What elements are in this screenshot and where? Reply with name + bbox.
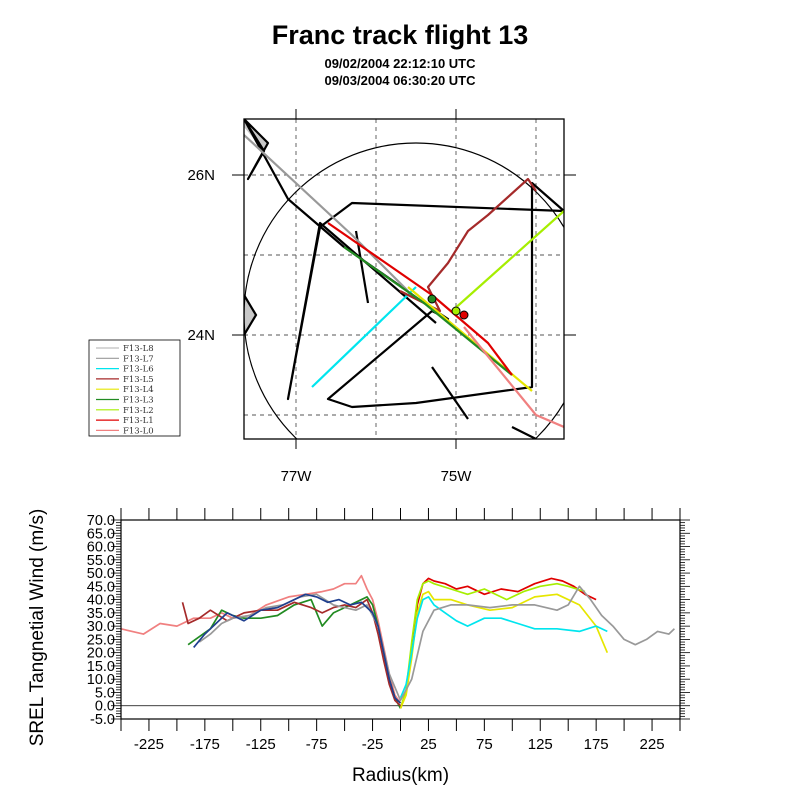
subtitle-end-time: 09/03/2004 06:30:20 UTC [324,73,476,88]
map-leg-f13-l7 [244,134,409,292]
map-leg-f13-l1 [327,222,513,376]
map-land-island [244,295,256,335]
map-y-tick-label: 24N [187,327,215,344]
wind-y-tick-label: 35.0 [87,606,115,622]
wind-x-tick-label: 75 [476,736,493,753]
wind-y-tick-label: 10.0 [87,672,115,688]
wind-x-axis-title: Radius(km) [352,765,449,786]
wind-y-tick-label: 45.0 [87,579,115,595]
subtitle-start-time: 09/02/2004 22:12:10 UTC [324,56,476,71]
wind-series-f13-l8 [193,593,402,704]
map-flight-track-segment [511,426,537,439]
wind-y-tick-label: 30.0 [87,619,115,635]
map-center-marker [459,310,469,320]
wind-y-axis-title: SREL Tangnetial Wind (m/s) [27,509,48,747]
map-center-marker [427,294,437,304]
map-leg-f13-l5 [399,177,537,313]
wind-y-tick-label: 5.0 [95,685,115,701]
wind-series-f13-l6 [399,596,608,699]
wind-y-tick-label: 50.0 [87,566,115,582]
wind-series-f13-l3 [187,596,402,709]
legend-label: F13-L2 [123,406,154,416]
map-land-island [244,119,268,179]
legend-label: F13-L6 [123,365,154,375]
wind-y-tick-label: 70.0 [87,513,115,529]
legend-label: F13-L0 [123,426,154,436]
wind-x-tick-label: 25 [420,736,437,753]
map-flight-track-segment [431,366,469,420]
map-x-tick-label: 75W [441,468,473,485]
wind-x-tick-label: -125 [246,736,276,753]
wind-frame [120,519,681,720]
map-leg-f13-l2 [451,210,564,312]
wind-x-tick-label: -75 [306,736,328,753]
legend-label: F13-L4 [123,385,154,395]
page-title: Franc track flight 13 [271,20,529,50]
map-frame [243,118,565,440]
wind-series-f13-l4 [399,590,609,709]
wind-series-f13-l0 [121,574,402,704]
map-flight-track-segment [244,294,258,336]
map-leg-f13-l4 [407,286,533,392]
map-y-tick-label: 26N [187,167,215,184]
legend-label: F13-L8 [123,344,154,354]
wind-series-f13-l2 [399,580,586,709]
map-flight-track [244,119,564,409]
map-leg-f13-l0 [463,326,564,429]
wind-x-tick-label: 225 [640,736,665,753]
map-plot-area [244,119,564,439]
wind-x-tick-label: -225 [134,736,164,753]
wind-y-tick-label: 15.0 [87,659,115,675]
legend-label: F13-L1 [123,416,154,426]
wind-x-tick-label: -25 [362,736,384,753]
wind-y-tick-label: -5.0 [90,712,115,728]
wind-y-tick-label: 65.0 [87,526,115,542]
wind-x-tick-label: -175 [190,736,220,753]
wind-plot-area [121,574,675,709]
legend-label: F13-L5 [123,375,154,385]
legend-label: F13-L7 [123,354,154,364]
map-range-circle [244,142,564,439]
wind-series-f13-l5 [181,598,402,707]
wind-y-tick-label: 60.0 [87,540,115,556]
wind-y-tick-label: 55.0 [87,553,115,569]
map-leg-f13-l6 [311,286,417,388]
map-center-marker [451,306,461,316]
wind-x-tick-label: 125 [528,736,553,753]
wind-y-tick-label: 25.0 [87,632,115,648]
wind-y-tick-label: 0.0 [95,699,115,715]
wind-y-tick-label: 40.0 [87,593,115,609]
wind-x-tick-label: 175 [584,736,609,753]
wind-y-tick-label: 20.0 [87,646,115,662]
map-x-tick-label: 77W [281,468,313,485]
legend-label: F13-L3 [123,396,154,406]
